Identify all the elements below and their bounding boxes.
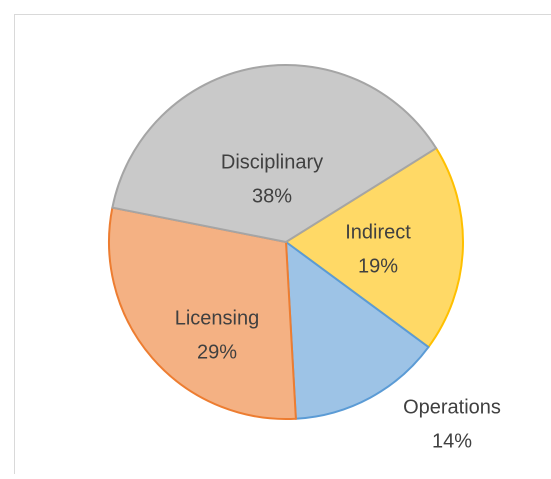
slice-value-label: 14% bbox=[432, 430, 472, 452]
slice-label: Operations bbox=[403, 396, 501, 418]
slice-label: Indirect bbox=[345, 221, 411, 243]
slice-label: Disciplinary bbox=[221, 151, 323, 173]
slice-value-label: 29% bbox=[197, 341, 237, 363]
slice-value-label: 38% bbox=[252, 185, 292, 207]
slice-label: Licensing bbox=[175, 307, 260, 329]
slice-value-label: 19% bbox=[358, 255, 398, 277]
